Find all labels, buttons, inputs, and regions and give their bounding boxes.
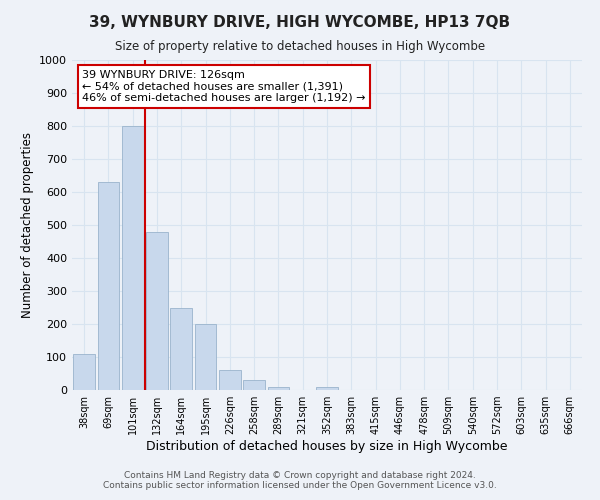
Bar [243, 380, 265, 390]
Bar [170, 308, 192, 390]
Bar [316, 386, 338, 390]
X-axis label: Distribution of detached houses by size in High Wycombe: Distribution of detached houses by size … [146, 440, 508, 453]
Bar [219, 370, 241, 390]
Bar [97, 182, 119, 390]
Bar [268, 386, 289, 390]
Text: Size of property relative to detached houses in High Wycombe: Size of property relative to detached ho… [115, 40, 485, 53]
Bar [194, 324, 217, 390]
Text: Contains HM Land Registry data © Crown copyright and database right 2024.
Contai: Contains HM Land Registry data © Crown c… [103, 470, 497, 490]
Bar [146, 232, 168, 390]
Bar [73, 354, 95, 390]
Text: 39 WYNBURY DRIVE: 126sqm
← 54% of detached houses are smaller (1,391)
46% of sem: 39 WYNBURY DRIVE: 126sqm ← 54% of detach… [82, 70, 366, 103]
Text: 39, WYNBURY DRIVE, HIGH WYCOMBE, HP13 7QB: 39, WYNBURY DRIVE, HIGH WYCOMBE, HP13 7Q… [89, 15, 511, 30]
Bar [122, 126, 143, 390]
Y-axis label: Number of detached properties: Number of detached properties [20, 132, 34, 318]
